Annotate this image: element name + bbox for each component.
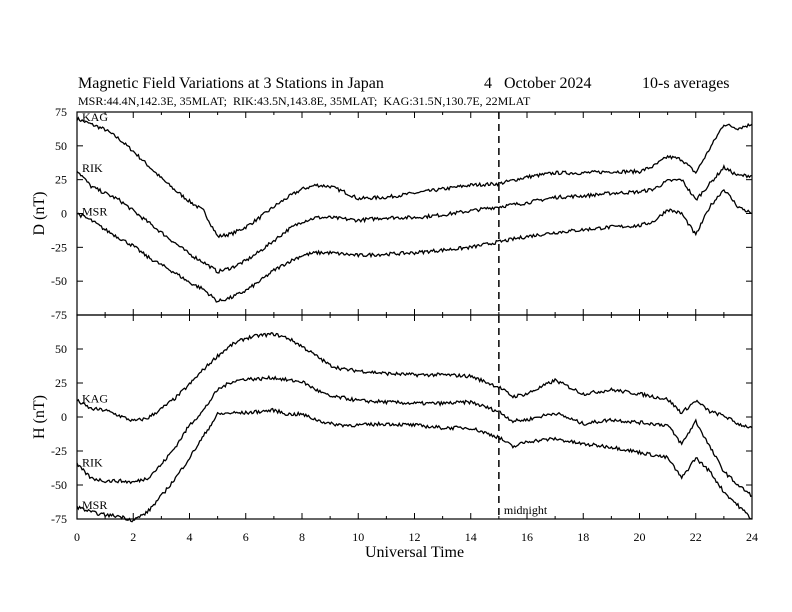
series-line-kag bbox=[76, 116, 753, 239]
x-tick-label: 4 bbox=[187, 530, 193, 544]
series-label-rik: RIK bbox=[82, 456, 103, 470]
h-panel: 50 25 0 -25 -50 -75 H (nT) KAG RIK MSR bbox=[31, 314, 753, 526]
y-axis-label: D (nT) bbox=[31, 192, 48, 236]
y-tick-label: 0 bbox=[61, 207, 67, 221]
x-tick-label: 14 bbox=[465, 530, 477, 544]
x-tick-label: 12 bbox=[409, 530, 421, 544]
series-line-msr bbox=[76, 188, 753, 303]
chart-date: 4 October 2024 bbox=[484, 75, 592, 92]
x-tick-label: 6 bbox=[243, 530, 249, 544]
chart-title: Magnetic Field Variations at 3 Stations … bbox=[78, 75, 384, 92]
station-info: MSR:44.4N,142.3E, 35MLAT; RIK:43.5N,143.… bbox=[78, 94, 531, 108]
x-tick-label: 22 bbox=[690, 530, 702, 544]
x-tick-label: 10 bbox=[352, 530, 364, 544]
midnight-label: midnight bbox=[504, 503, 548, 517]
series-label-msr: MSR bbox=[82, 205, 107, 219]
chart-averaging: 10-s averages bbox=[642, 75, 730, 92]
series-label-msr: MSR bbox=[82, 498, 107, 512]
x-tick-label: 2 bbox=[130, 530, 136, 544]
x-axis-label: Universal Time bbox=[365, 544, 464, 561]
y-tick-label: 50 bbox=[55, 342, 67, 356]
y-axis-label: H (nT) bbox=[31, 395, 48, 439]
series-line-kag bbox=[76, 331, 753, 429]
x-tick-label: 16 bbox=[521, 530, 533, 544]
y-tick-label: -50 bbox=[51, 274, 67, 288]
x-tick-label: 8 bbox=[299, 530, 305, 544]
series-line-msr bbox=[76, 407, 753, 523]
y-tick-label: 50 bbox=[55, 139, 67, 153]
y-tick-label: -25 bbox=[51, 444, 67, 458]
x-tick-label: 24 bbox=[746, 530, 758, 544]
x-tick-label: 20 bbox=[634, 530, 646, 544]
series-label-rik: RIK bbox=[82, 161, 103, 175]
y-tick-label: 75 bbox=[55, 105, 67, 119]
d-panel: 75 50 25 0 -25 -50 -75 D (nT) KAG RIK MSR bbox=[31, 105, 753, 322]
series-label-kag: KAG bbox=[82, 110, 108, 124]
y-tick-label: 25 bbox=[55, 376, 67, 390]
series-line-rik bbox=[76, 163, 753, 274]
y-tick-label: 0 bbox=[61, 410, 67, 424]
x-tick-label: 0 bbox=[74, 530, 80, 544]
plot-frame bbox=[76, 314, 753, 520]
y-tick-label: -25 bbox=[51, 240, 67, 254]
y-tick-label: -75 bbox=[51, 512, 67, 526]
x-tick-label: 18 bbox=[577, 530, 589, 544]
series-line-rik bbox=[76, 374, 753, 498]
y-tick-label: -75 bbox=[51, 308, 67, 322]
x-axis: 0 2 4 6 8 10 12 14 16 18 20 22 24 bbox=[74, 530, 758, 544]
series-label-kag: KAG bbox=[82, 392, 108, 406]
plot-frame bbox=[76, 111, 753, 316]
y-tick-label: 25 bbox=[55, 173, 67, 187]
y-tick-label: -50 bbox=[51, 478, 67, 492]
